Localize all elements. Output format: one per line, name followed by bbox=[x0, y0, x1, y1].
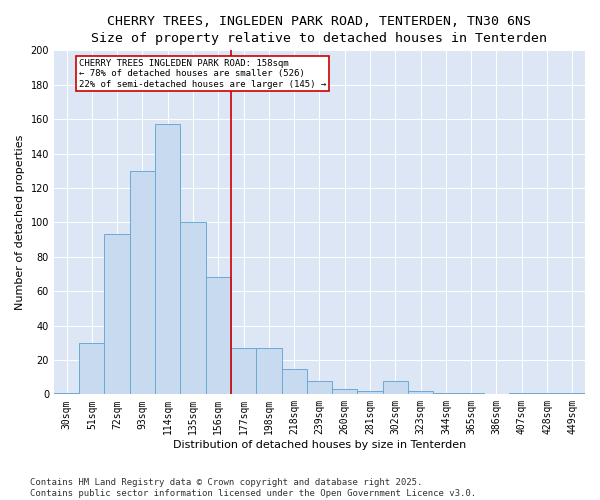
Text: Contains HM Land Registry data © Crown copyright and database right 2025.
Contai: Contains HM Land Registry data © Crown c… bbox=[30, 478, 476, 498]
Bar bbox=[54, 392, 79, 394]
Bar bbox=[383, 380, 408, 394]
Bar bbox=[206, 278, 231, 394]
Bar bbox=[433, 392, 458, 394]
Bar bbox=[79, 342, 104, 394]
Bar bbox=[535, 392, 560, 394]
Bar bbox=[281, 368, 307, 394]
Bar bbox=[307, 380, 332, 394]
X-axis label: Distribution of detached houses by size in Tenterden: Distribution of detached houses by size … bbox=[173, 440, 466, 450]
Bar bbox=[181, 222, 206, 394]
Bar bbox=[231, 348, 256, 395]
Bar bbox=[104, 234, 130, 394]
Bar bbox=[332, 389, 358, 394]
Bar bbox=[155, 124, 181, 394]
Bar bbox=[256, 348, 281, 395]
Bar bbox=[509, 392, 535, 394]
Text: CHERRY TREES INGLEDEN PARK ROAD: 158sqm
← 78% of detached houses are smaller (52: CHERRY TREES INGLEDEN PARK ROAD: 158sqm … bbox=[79, 59, 326, 88]
Bar bbox=[458, 392, 484, 394]
Bar bbox=[560, 392, 585, 394]
Y-axis label: Number of detached properties: Number of detached properties bbox=[15, 134, 25, 310]
Bar bbox=[408, 391, 433, 394]
Title: CHERRY TREES, INGLEDEN PARK ROAD, TENTERDEN, TN30 6NS
Size of property relative : CHERRY TREES, INGLEDEN PARK ROAD, TENTER… bbox=[91, 15, 547, 45]
Bar bbox=[358, 391, 383, 394]
Bar bbox=[130, 170, 155, 394]
